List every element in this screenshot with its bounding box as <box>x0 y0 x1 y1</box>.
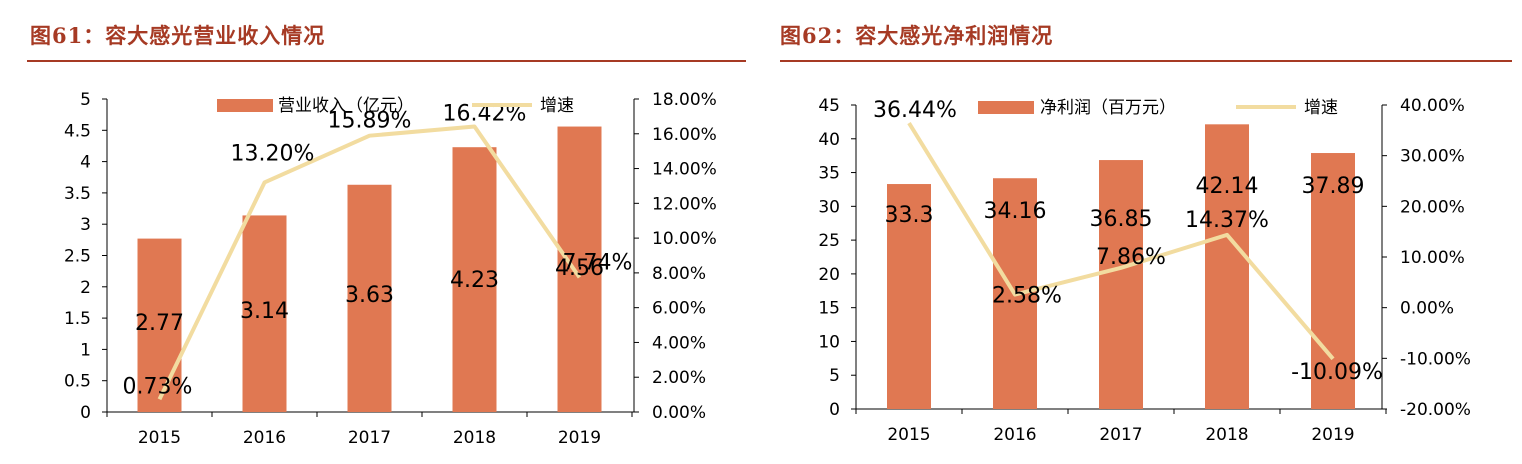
left-tick-label: 10 <box>818 332 840 352</box>
bar-data-label: 3.14 <box>240 299 289 324</box>
left-tick-label: 3.5 <box>64 184 91 204</box>
right-tick-label: 18.00% <box>652 90 717 110</box>
line-data-label: 15.89% <box>328 109 412 134</box>
left-tick-label: 5 <box>829 366 840 386</box>
right-tick-label: 10.00% <box>652 229 717 249</box>
bar-data-label: 4.23 <box>450 268 499 293</box>
left-tick-label: 25 <box>818 231 840 251</box>
left-tick-label: 40 <box>818 130 840 150</box>
left-tick-label: 15 <box>818 299 840 319</box>
x-tick-label: 2019 <box>1311 425 1354 445</box>
bar-data-label: 3.63 <box>345 283 394 308</box>
legend-line-label: 增速 <box>540 96 574 116</box>
revenue-chart: 0 0.5 1 1.5 2 2.5 3 3.5 4 4.5 5 0.00% 2.00% 4.00% 6.00… <box>64 90 717 448</box>
left-tick-label: 4 <box>80 153 91 173</box>
bar <box>1311 153 1355 409</box>
x-tick-label: 2019 <box>558 428 601 448</box>
line-data-label: 2.58% <box>992 284 1062 309</box>
line-data-label: 14.37% <box>1185 208 1269 233</box>
x-tick-label: 2015 <box>887 425 930 445</box>
x-tick-label: 2016 <box>993 425 1036 445</box>
right-tick-label: 30.00% <box>1400 147 1465 167</box>
legend-bar-label: 净利润（百万元） <box>1040 98 1176 118</box>
bar-data-label: 34.16 <box>984 199 1047 224</box>
bar-data-label: 33.3 <box>885 203 934 228</box>
bar <box>347 184 392 412</box>
left-tick-label: 1.5 <box>64 309 91 329</box>
right-tick-label: -10.00% <box>1400 349 1471 369</box>
left-tick-label: 2.5 <box>64 247 91 267</box>
line-data-label: 7.86% <box>1096 245 1166 270</box>
legend-bar-swatch <box>217 99 273 112</box>
bar-data-label: 37.89 <box>1302 174 1365 199</box>
left-tick-label: 4.5 <box>64 121 91 141</box>
figure-title: 图62：容大感光净利润情况 <box>780 23 1054 48</box>
right-tick-label: 14.00% <box>652 160 717 180</box>
left-tick-label: 35 <box>818 164 840 184</box>
title-rule <box>780 60 1512 62</box>
line-data-label: -10.09% <box>1291 360 1383 385</box>
x-tick-label: 2015 <box>138 428 181 448</box>
right-tick-label: 16.00% <box>652 125 717 145</box>
right-tick-label: 40.00% <box>1400 96 1465 116</box>
left-tick-label: 1 <box>80 340 91 360</box>
bar-data-label: 42.14 <box>1196 174 1259 199</box>
legend-bar-label: 营业收入（亿元） <box>278 96 414 116</box>
revenue-chart-panel: 图61：容大感光营业收入情况 0 0.5 1 1.5 2 2.5 3 3.5 4 4.5 5 0.00… <box>0 0 760 464</box>
profit-chart-panel: 图62：容大感光净利润情况 0 5 10 15 20 25 30 35 40 45 -20.00% -… <box>770 0 1522 464</box>
x-tick-label: 2018 <box>453 428 496 448</box>
figure-title: 图61：容大感光营业收入情况 <box>30 23 326 48</box>
bar <box>242 215 287 412</box>
x-tick-label: 2017 <box>1099 425 1142 445</box>
right-tick-label: 0.00% <box>1400 299 1454 319</box>
legend-bar-swatch <box>978 101 1034 114</box>
left-tick-label: 30 <box>818 197 840 217</box>
bar <box>137 238 182 412</box>
right-tick-label: 8.00% <box>652 264 706 284</box>
right-tick-label: 10.00% <box>1400 248 1465 268</box>
bar-data-label: 4.56 <box>555 256 604 281</box>
bar <box>557 126 602 412</box>
right-tick-label: 12.00% <box>652 194 717 214</box>
bar-data-label: 36.85 <box>1090 207 1153 232</box>
right-tick-label: 6.00% <box>652 299 706 319</box>
right-tick-label: 4.00% <box>652 333 706 353</box>
right-tick-label: 2.00% <box>652 368 706 388</box>
x-tick-label: 2018 <box>1205 425 1248 445</box>
right-tick-label: 0.00% <box>652 403 706 423</box>
x-tick-label: 2017 <box>348 428 391 448</box>
bar <box>452 147 497 412</box>
left-tick-label: 0 <box>829 400 840 420</box>
line-data-label: 13.20% <box>231 141 315 166</box>
bar <box>887 184 931 409</box>
title-rule <box>27 60 746 62</box>
left-tick-label: 20 <box>818 265 840 285</box>
right-tick-label: -20.00% <box>1400 400 1471 420</box>
left-tick-label: 2 <box>80 278 91 298</box>
line-data-label: 7.74% <box>563 250 633 275</box>
left-tick-label: 45 <box>818 96 840 116</box>
bar <box>1205 124 1249 409</box>
left-tick-label: 0 <box>80 403 91 423</box>
left-tick-label: 5 <box>80 90 91 110</box>
legend-line-label: 增速 <box>1304 98 1338 118</box>
line-data-label: 36.44% <box>873 98 957 123</box>
x-tick-label: 2016 <box>243 428 286 448</box>
right-tick-label: 20.00% <box>1400 197 1465 217</box>
bar-data-label: 2.77 <box>135 311 184 336</box>
line-data-label: 0.73% <box>123 374 193 399</box>
profit-chart: 0 5 10 15 20 25 30 35 40 45 -20.00% -10.00% 0.00% 10.… <box>818 96 1471 445</box>
bar <box>1099 160 1143 409</box>
left-tick-label: 3 <box>80 215 91 235</box>
left-tick-label: 0.5 <box>64 372 91 392</box>
growth-line <box>157 124 582 401</box>
growth-line <box>907 121 1335 361</box>
